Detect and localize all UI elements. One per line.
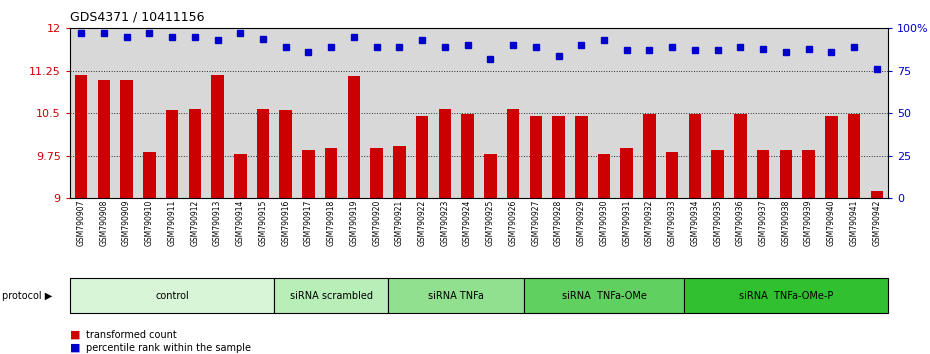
Bar (348, 76, 360, 198)
Bar (757, 150, 769, 198)
Bar (120, 80, 133, 198)
Bar (279, 110, 292, 198)
Bar (143, 152, 155, 198)
Bar (325, 148, 338, 198)
Bar (461, 114, 473, 198)
Bar (234, 154, 246, 198)
Text: siRNA  TNFa-OMe-P: siRNA TNFa-OMe-P (738, 291, 833, 301)
Text: siRNA TNFa: siRNA TNFa (429, 291, 485, 301)
Text: protocol ▶: protocol ▶ (2, 291, 52, 301)
Bar (257, 109, 269, 198)
Text: siRNA scrambled: siRNA scrambled (289, 291, 373, 301)
Bar (166, 110, 179, 198)
Bar (98, 80, 110, 198)
Bar (598, 154, 610, 198)
Bar (666, 152, 678, 198)
Text: percentile rank within the sample: percentile rank within the sample (86, 343, 251, 353)
Bar (507, 109, 519, 198)
Bar (803, 150, 815, 198)
Bar (734, 114, 747, 198)
Bar (388, 278, 525, 313)
Text: GDS4371 / 10411156: GDS4371 / 10411156 (70, 11, 205, 24)
Bar (825, 116, 838, 198)
Bar (711, 150, 724, 198)
Bar (211, 75, 224, 198)
Bar (684, 278, 888, 313)
Bar (644, 114, 656, 198)
Text: transformed count: transformed count (86, 330, 178, 339)
Bar (484, 154, 497, 198)
Text: siRNA  TNFa-OMe: siRNA TNFa-OMe (562, 291, 646, 301)
Bar (529, 116, 542, 198)
Text: ■: ■ (70, 330, 80, 339)
Bar (393, 146, 405, 198)
Bar (575, 116, 588, 198)
Text: control: control (155, 291, 189, 301)
Bar (870, 192, 883, 198)
Bar (416, 116, 429, 198)
Bar (552, 116, 565, 198)
Bar (525, 278, 684, 313)
Bar (189, 109, 201, 198)
Bar (848, 114, 860, 198)
Bar (620, 148, 633, 198)
Bar (74, 75, 87, 198)
Bar (688, 114, 701, 198)
Bar (302, 150, 314, 198)
Bar (274, 278, 388, 313)
Bar (439, 109, 451, 198)
Bar (779, 150, 792, 198)
Text: ■: ■ (70, 343, 80, 353)
Bar (70, 278, 274, 313)
Bar (370, 148, 383, 198)
